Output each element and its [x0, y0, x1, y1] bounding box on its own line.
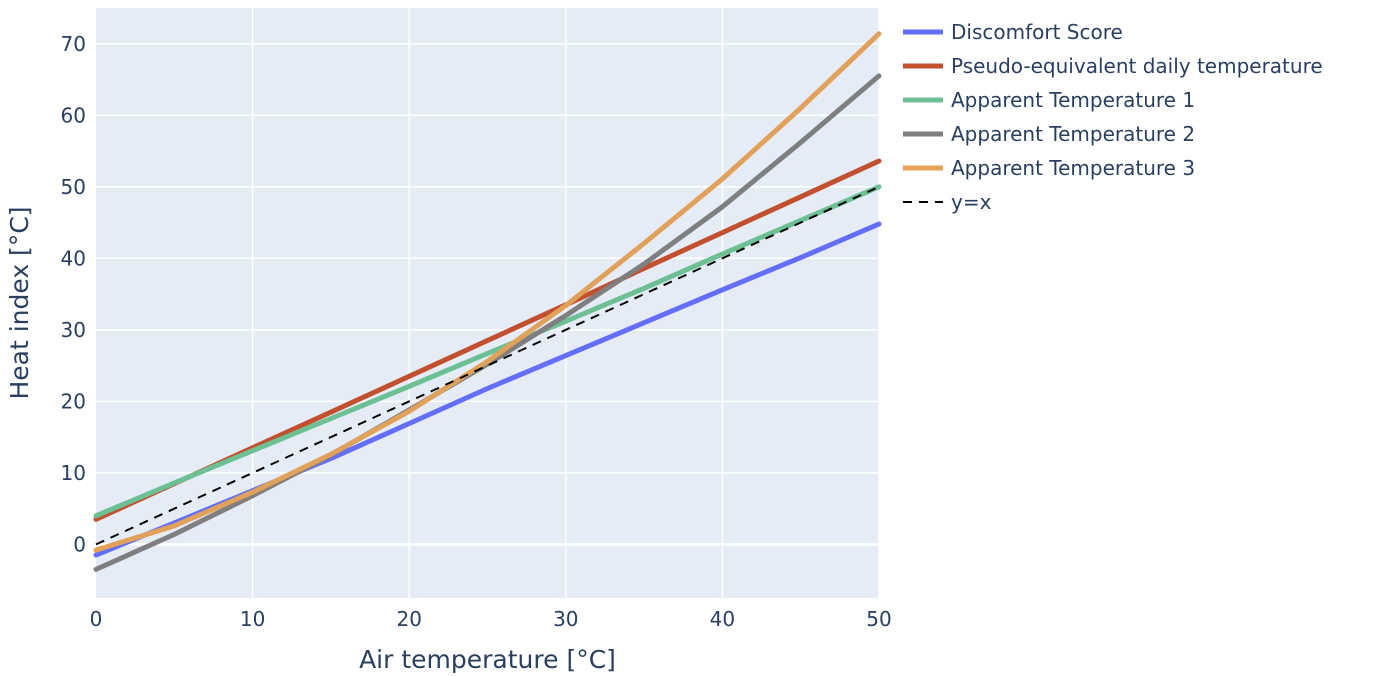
x-tick-label: 40	[710, 607, 735, 631]
x-axis-title: Air temperature [°C]	[359, 645, 616, 674]
y-tick-label: 60	[61, 103, 86, 127]
x-tick-label: 30	[553, 607, 578, 631]
x-axis: 0 10 20 30 40 50	[90, 607, 892, 631]
y-tick-label: 70	[61, 32, 86, 56]
legend-label: Apparent Temperature 1	[951, 88, 1195, 112]
y-tick-label: 20	[61, 389, 86, 413]
y-axis: 0 10 20 30 40 50 60 70	[61, 32, 86, 557]
series-line-5	[93, 31, 882, 553]
legend-label: Apparent Temperature 2	[951, 122, 1195, 146]
series-line-3	[93, 184, 882, 519]
y-tick-label: 50	[61, 175, 86, 199]
legend-item[interactable]: y=x	[903, 190, 992, 214]
y-tick-label: 30	[61, 318, 86, 342]
y-tick-label: 10	[61, 461, 86, 485]
x-tick-label: 10	[240, 607, 265, 631]
legend: Discomfort Score Pseudo-equivalent daily …	[903, 20, 1323, 214]
legend-item[interactable]: Discomfort Score	[903, 20, 1123, 44]
x-tick-label: 0	[90, 607, 103, 631]
legend-label: Discomfort Score	[951, 20, 1123, 44]
x-tick-label: 20	[396, 607, 421, 631]
legend-item[interactable]: Apparent Temperature 1	[903, 88, 1195, 112]
legend-item[interactable]: Apparent Temperature 2	[903, 122, 1195, 146]
legend-label: Pseudo-equivalent daily temperature	[951, 54, 1323, 78]
legend-item[interactable]: Apparent Temperature 3	[903, 156, 1195, 180]
y-axis-title: Heat index [°C]	[5, 206, 34, 399]
legend-label: Apparent Temperature 3	[951, 156, 1195, 180]
legend-item[interactable]: Pseudo-equivalent daily temperature	[903, 54, 1323, 78]
y-tick-label: 40	[61, 246, 86, 270]
series-layer	[93, 31, 882, 572]
x-tick-label: 50	[866, 607, 891, 631]
legend-label: y=x	[951, 190, 992, 214]
y-tick-label: 0	[73, 532, 86, 556]
